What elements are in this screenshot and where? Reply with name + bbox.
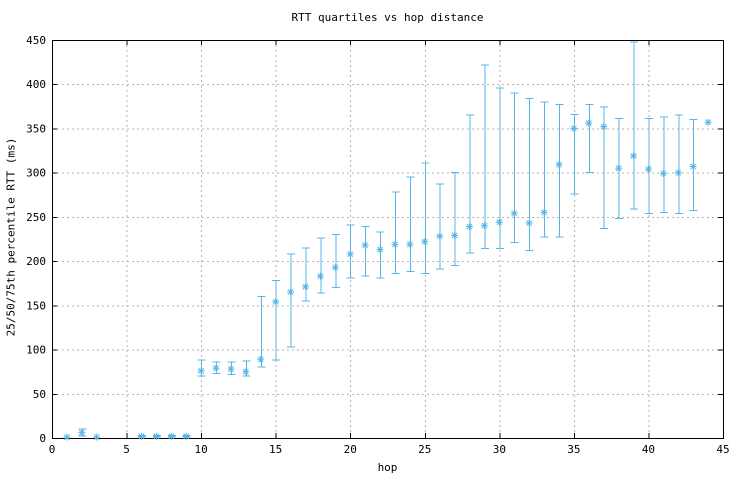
error-bar: [331, 234, 340, 289]
y-tick-label: 150: [26, 299, 46, 312]
error-bar: [361, 226, 370, 277]
x-tick-label: 30: [493, 443, 506, 456]
error-bar: [525, 97, 534, 251]
error-bar: [376, 231, 385, 279]
median-marker: [659, 170, 667, 178]
error-bar: [674, 114, 683, 214]
x-tick-label: 45: [716, 443, 729, 456]
x-axis-label: hop: [377, 461, 398, 474]
median-marker: [316, 272, 324, 280]
error-bar: [480, 64, 489, 250]
median-marker: [197, 367, 205, 375]
chart-title: RTT quartiles vs hop distance: [291, 11, 484, 24]
x-tick-label: 10: [194, 443, 207, 456]
median-marker: [331, 263, 339, 271]
error-bar: [391, 191, 400, 274]
error-bar: [436, 183, 445, 270]
median-marker: [585, 119, 593, 127]
x-tick-label: 25: [418, 443, 431, 456]
median-marker: [391, 240, 399, 248]
median-marker: [78, 429, 86, 437]
median-marker: [704, 118, 712, 126]
error-bar: [272, 280, 281, 361]
x-tick-label: 35: [567, 443, 580, 456]
median-marker: [555, 161, 563, 169]
y-tick-label: 100: [26, 344, 46, 357]
median-marker: [525, 219, 533, 227]
median-marker: [167, 432, 175, 440]
y-tick-label: 400: [26, 78, 46, 91]
median-marker: [466, 223, 474, 231]
median-marker: [644, 165, 652, 173]
gridlines: [52, 40, 723, 438]
median-marker: [406, 240, 414, 248]
error-bar: [630, 41, 639, 210]
x-tick-label: 0: [49, 443, 56, 456]
median-marker: [152, 432, 160, 440]
error-bar: [316, 237, 325, 294]
median-marker: [570, 124, 578, 132]
error-bar: [659, 116, 668, 213]
tick-labels: 0 5 10 15 20 25 30 35 40 450501001502002503003504…: [26, 34, 730, 456]
median-marker: [615, 164, 623, 172]
error-bar: [466, 114, 475, 254]
error-bar: [555, 104, 564, 238]
median-marker: [272, 298, 280, 306]
error-bar: [585, 104, 594, 174]
median-marker: [287, 288, 295, 296]
rtt-series: [63, 41, 712, 441]
median-marker: [510, 209, 518, 217]
y-tick-label: 50: [33, 388, 46, 401]
median-marker: [257, 355, 265, 363]
median-marker: [93, 433, 101, 441]
median-marker: [227, 365, 235, 373]
median-marker: [495, 218, 503, 226]
median-marker: [689, 162, 697, 170]
median-marker: [376, 246, 384, 254]
median-marker: [421, 238, 429, 246]
median-marker: [137, 432, 145, 440]
y-tick-label: 450: [26, 34, 46, 47]
median-marker: [451, 231, 459, 239]
x-tick-label: 15: [269, 443, 282, 456]
median-marker: [436, 232, 444, 240]
error-bar: [287, 253, 296, 348]
median-marker: [242, 368, 250, 376]
y-tick-label: 0: [39, 432, 46, 445]
y-tick-label: 300: [26, 167, 46, 180]
error-bar: [406, 176, 415, 273]
x-tick-label: 5: [123, 443, 130, 456]
median-marker: [361, 241, 369, 249]
median-marker: [301, 283, 309, 291]
median-marker: [630, 152, 638, 160]
median-marker: [480, 222, 488, 230]
median-marker: [540, 208, 548, 216]
y-tick-label: 350: [26, 122, 46, 135]
median-marker: [346, 250, 354, 258]
median-marker: [182, 432, 190, 440]
median-marker: [674, 169, 682, 177]
axes: [52, 40, 724, 439]
median-marker: [212, 364, 220, 372]
error-bar: [421, 162, 430, 274]
x-tick-label: 20: [344, 443, 357, 456]
median-marker: [63, 433, 71, 441]
y-tick-label: 250: [26, 211, 46, 224]
y-tick-label: 200: [26, 255, 46, 268]
median-marker: [600, 123, 608, 131]
error-bar: [451, 172, 460, 267]
error-bar: [301, 247, 310, 302]
x-tick-label: 40: [642, 443, 655, 456]
error-bar: [257, 295, 266, 368]
error-bar: [510, 92, 519, 244]
